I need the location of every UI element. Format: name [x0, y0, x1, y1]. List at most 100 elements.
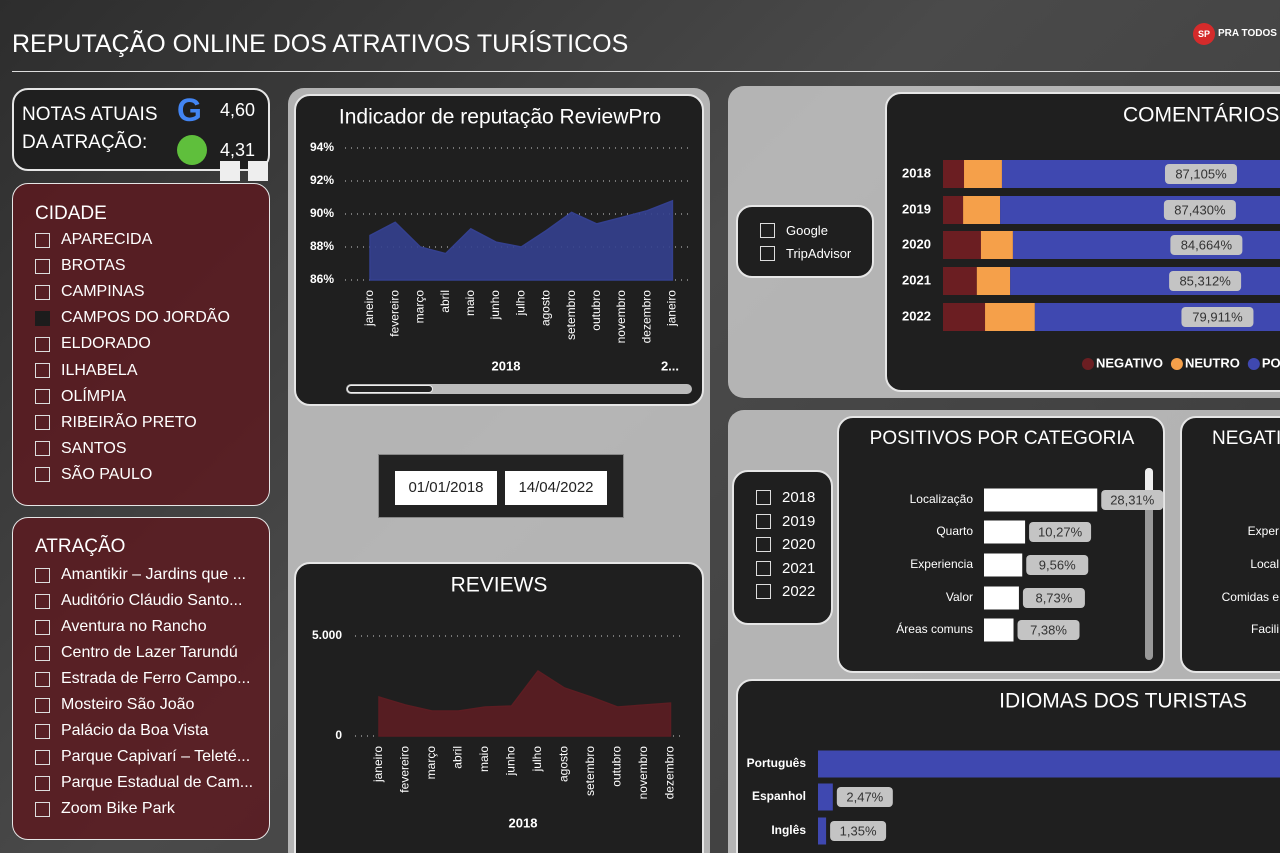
page-title: REPUTAÇÃO ONLINE DOS ATRATIVOS TURÍSTICO… [12, 30, 629, 58]
checkbox[interactable] [35, 671, 50, 687]
checkbox[interactable] [756, 584, 771, 600]
checkbox[interactable] [35, 801, 50, 817]
checkbox[interactable] [756, 490, 771, 505]
checkbox[interactable] [35, 284, 50, 300]
checkbox-label: SÃO PAULO [61, 465, 153, 483]
checkbox[interactable] [35, 363, 50, 378]
checkbox-label: OLÍMPIA [61, 387, 126, 405]
checkbox-label: Centro de Lazer Tarundú [61, 644, 238, 661]
checkbox[interactable] [35, 232, 50, 248]
checkbox-item[interactable]: Aventura no Rancho [35, 618, 207, 636]
comentarios-panel [885, 92, 1280, 392]
reviewpro-panel [294, 94, 704, 406]
scrollbar[interactable] [346, 384, 692, 394]
checkbox-item[interactable]: Amantikir – Jardins que ... [35, 566, 246, 584]
checkbox-item[interactable]: RIBEIRÃO PRETO [35, 414, 197, 432]
checkbox-label: Mosteiro São João [61, 696, 195, 713]
checkbox[interactable] [35, 389, 50, 405]
title-rule [12, 71, 1280, 72]
checkbox-item[interactable]: CAMPINAS [35, 283, 145, 301]
checkbox[interactable] [35, 775, 50, 791]
checkbox[interactable] [35, 749, 50, 765]
checkbox[interactable] [756, 513, 771, 529]
filter-icon[interactable] [220, 161, 240, 181]
source-filter: Google TripAdvisor [736, 205, 874, 278]
checkbox-item[interactable]: TripAdvisor [760, 245, 852, 261]
checkbox[interactable] [35, 723, 50, 739]
checkbox-label: Palácio da Boa Vista [61, 722, 209, 739]
checkbox-label: Parque Estadual de Cam... [61, 774, 254, 791]
date-panel: 01/01/2018 14/04/2022 [378, 454, 624, 518]
checkbox[interactable] [35, 336, 50, 352]
checkbox[interactable] [35, 593, 50, 609]
checkbox-label: Zoom Bike Park [61, 800, 175, 817]
checkbox[interactable] [760, 245, 775, 261]
checkbox-item[interactable]: Parque Capivarí – Teleté... [35, 748, 250, 766]
panel-title: ATRAÇÃO [35, 536, 126, 557]
checkbox-item[interactable]: OLÍMPIA [35, 388, 126, 406]
checkbox-label: ILHABELA [61, 361, 138, 379]
checkbox-item[interactable]: Parque Estadual de Cam... [35, 774, 253, 792]
checkbox-item[interactable]: 2020 [756, 536, 815, 553]
checkbox-item[interactable]: 2022 [756, 583, 815, 600]
checkbox-item[interactable]: 2021 [756, 560, 815, 577]
checkbox[interactable] [35, 415, 50, 431]
checkbox[interactable] [760, 223, 775, 238]
date-start[interactable]: 01/01/2018 [395, 471, 497, 505]
ratings-panel: NOTAS ATUAIS DA ATRAÇÃO: G 4,60 4,31 [12, 88, 270, 171]
checkbox-item[interactable]: Estrada de Ferro Campo... [35, 670, 250, 688]
date-end[interactable]: 14/04/2022 [505, 471, 607, 505]
checkbox-item[interactable]: 2019 [756, 513, 815, 530]
checkbox-label: Parque Capivarí – Teleté... [61, 748, 251, 765]
checkbox-item[interactable]: Google [760, 223, 828, 238]
checkbox-label: ELDORADO [61, 335, 151, 353]
checkbox-label: Estrada de Ferro Campo... [61, 670, 251, 687]
checkbox-label: BROTAS [61, 257, 126, 275]
checkbox-item[interactable]: Zoom Bike Park [35, 800, 175, 818]
checkbox-label: SANTOS [61, 439, 127, 457]
checkbox-item[interactable]: Mosteiro São João [35, 696, 194, 714]
checkbox-item[interactable]: SANTOS [35, 440, 127, 458]
checkbox[interactable] [756, 537, 771, 553]
checkbox-item[interactable]: CAMPOS DO JORDÃO [35, 309, 230, 327]
scrollbar[interactable] [1145, 468, 1153, 660]
checkbox[interactable] [35, 310, 50, 326]
checkbox-item[interactable]: BROTAS [35, 257, 126, 275]
checkbox-label: TripAdvisor [786, 245, 852, 261]
google-icon: G [177, 92, 202, 128]
checkbox-label: Google [786, 223, 828, 238]
positivos-panel [837, 416, 1165, 673]
checkbox-label: RIBEIRÃO PRETO [61, 413, 197, 431]
atracao-panel: ATRAÇÃO Amantikir – Jardins que ... Audit… [12, 517, 270, 840]
checkbox-label: Amantikir – Jardins que ... [61, 566, 246, 583]
checkbox-item[interactable]: ELDORADO [35, 335, 151, 353]
checkbox-label: 2019 [782, 512, 816, 530]
checkbox[interactable] [35, 441, 50, 457]
checkbox-item[interactable]: SÃO PAULO [35, 466, 152, 484]
checkbox-label: CAMPOS DO JORDÃO [61, 309, 230, 327]
reviews-panel [294, 562, 704, 853]
checkbox[interactable] [35, 697, 50, 713]
checkbox-item[interactable]: ILHABELA [35, 362, 137, 380]
checkbox[interactable] [35, 567, 50, 583]
checkbox[interactable] [35, 467, 50, 483]
checkbox-item[interactable]: APARECIDA [35, 231, 152, 249]
tripadvisor-rating: 4,31 [220, 140, 256, 160]
cidade-panel: CIDADE APARECIDA BROTAS CAMPINAS CAMPOS DO … [12, 183, 270, 506]
checkbox-item[interactable]: Centro de Lazer Tarundú [35, 644, 238, 662]
tripadvisor-icon [177, 135, 207, 165]
checkbox-label: 2018 [782, 489, 816, 506]
checkbox-label: APARECIDA [61, 231, 153, 248]
checkbox[interactable] [35, 619, 50, 635]
checkbox-label: Aventura no Rancho [61, 618, 207, 635]
checkbox[interactable] [35, 645, 50, 661]
panel-title: CIDADE [35, 203, 107, 224]
checkbox-item[interactable]: Palácio da Boa Vista [35, 722, 208, 740]
checkbox[interactable] [756, 560, 771, 576]
checkbox-item[interactable]: 2018 [756, 489, 815, 506]
checkbox-label: 2022 [782, 583, 816, 601]
focus-icon[interactable] [248, 161, 268, 181]
checkbox[interactable] [35, 258, 50, 274]
checkbox-item[interactable]: Auditório Cláudio Santo... [35, 592, 242, 610]
